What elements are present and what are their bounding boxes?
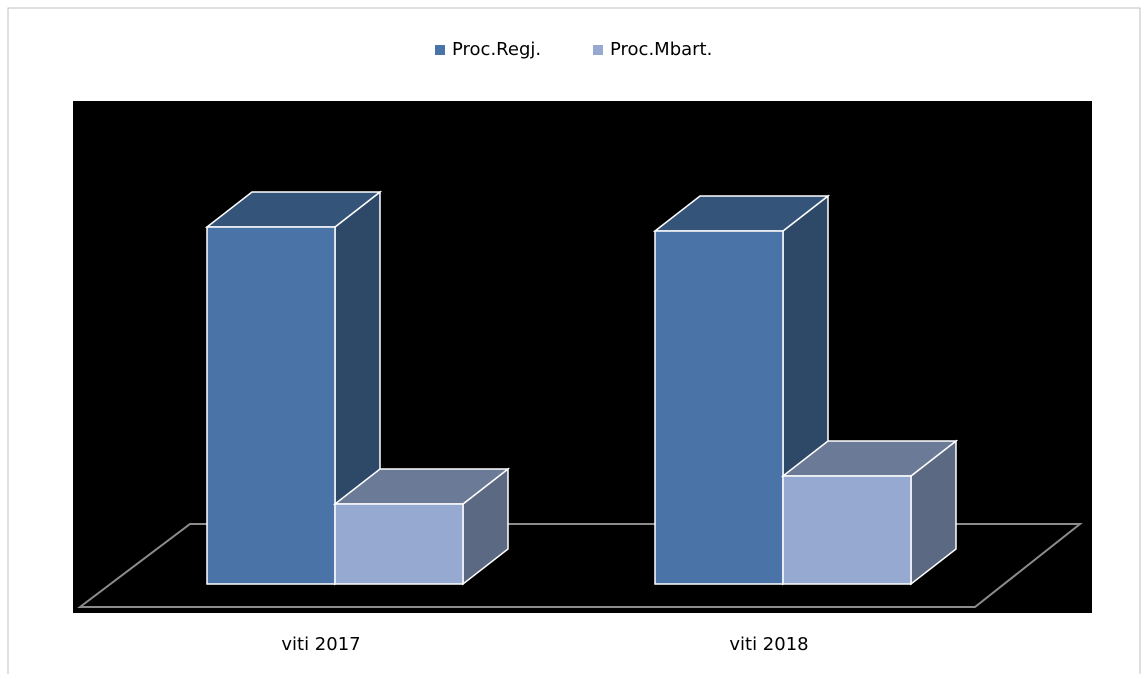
x-tick-label: viti 2018 [729,634,808,655]
bar [334,503,464,585]
bar [654,230,784,585]
legend-label: Proc.Mbart. [610,39,712,60]
legend-label: Proc.Regj. [452,39,541,60]
floor [77,523,1083,608]
bar [782,475,912,585]
frame [7,7,1141,674]
legend-swatch [593,45,603,55]
bar [206,226,336,585]
x-tick-label: viti 2017 [281,634,360,655]
legend-swatch [435,45,445,55]
